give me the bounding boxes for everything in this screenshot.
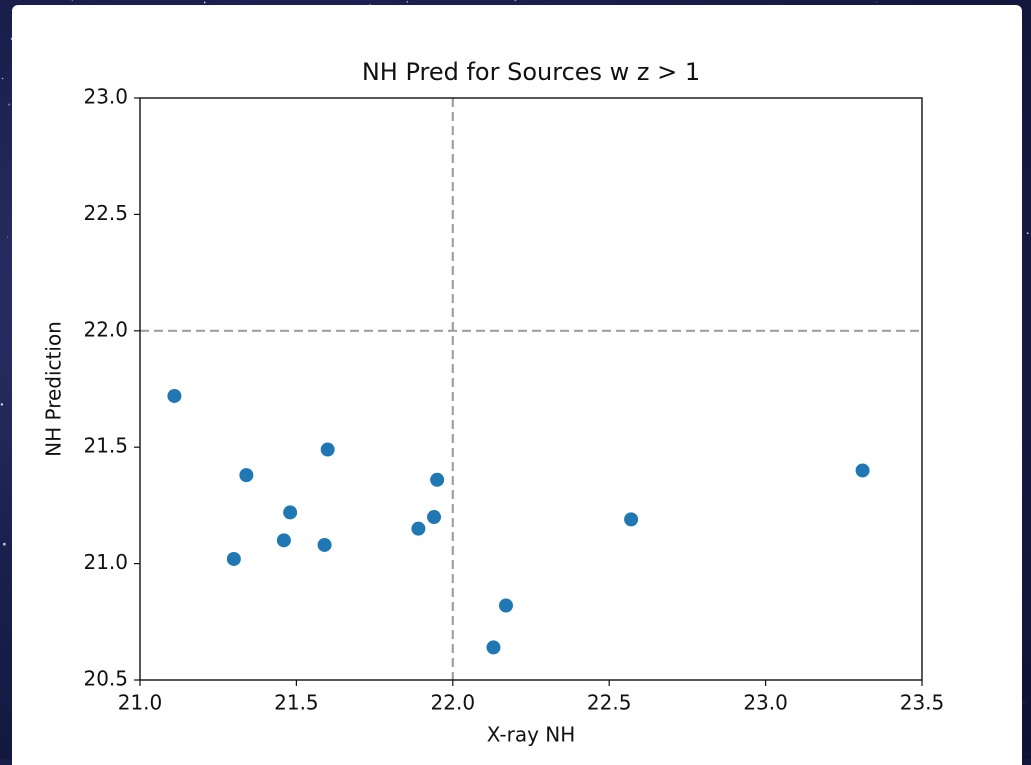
scatter-point	[226, 551, 241, 566]
star	[0, 403, 4, 406]
star	[1023, 701, 1025, 703]
star	[514, 0, 517, 2]
x-axis-label: X-ray NH	[487, 723, 576, 747]
star	[1, 77, 4, 80]
scatter-point	[427, 510, 442, 525]
figure-panel	[12, 5, 1022, 765]
scatter-point	[498, 598, 513, 613]
y-tick-label: 20.5	[83, 667, 128, 691]
x-tick-label: 23.5	[900, 691, 945, 715]
x-tick-label: 21.0	[118, 691, 163, 715]
scatter-point	[624, 512, 639, 527]
y-tick-label: 21.5	[83, 434, 128, 458]
y-tick-label: 23.0	[83, 85, 128, 109]
star	[2, 542, 6, 546]
scatter-point	[276, 533, 291, 548]
x-tick-label: 22.0	[431, 691, 476, 715]
x-tick-label: 22.5	[587, 691, 632, 715]
x-tick-label: 21.5	[274, 691, 319, 715]
scatter-point	[239, 468, 254, 483]
scatter-point	[411, 521, 426, 536]
chart-title: NH Pred for Sources w z > 1	[362, 58, 700, 86]
star	[1026, 232, 1029, 235]
scatter-point	[167, 388, 182, 403]
scatter-point	[317, 537, 332, 552]
plot-frame	[139, 97, 923, 681]
scatter-point	[486, 640, 501, 655]
star	[71, 0, 73, 1]
star	[406, 0, 409, 3]
y-tick-label: 22.0	[83, 317, 128, 341]
y-axis-label: NH Prediction	[42, 321, 66, 457]
scatter-point	[430, 472, 445, 487]
scatter-point	[855, 463, 870, 478]
y-tick-label: 22.5	[83, 201, 128, 225]
star	[203, 1, 206, 4]
scatter-point	[283, 505, 298, 520]
y-tick-label: 21.0	[83, 550, 128, 574]
star	[8, 103, 11, 106]
x-tick-label: 23.0	[743, 691, 788, 715]
star	[7, 236, 9, 238]
scatter-point	[320, 442, 335, 457]
star	[876, 1, 878, 3]
